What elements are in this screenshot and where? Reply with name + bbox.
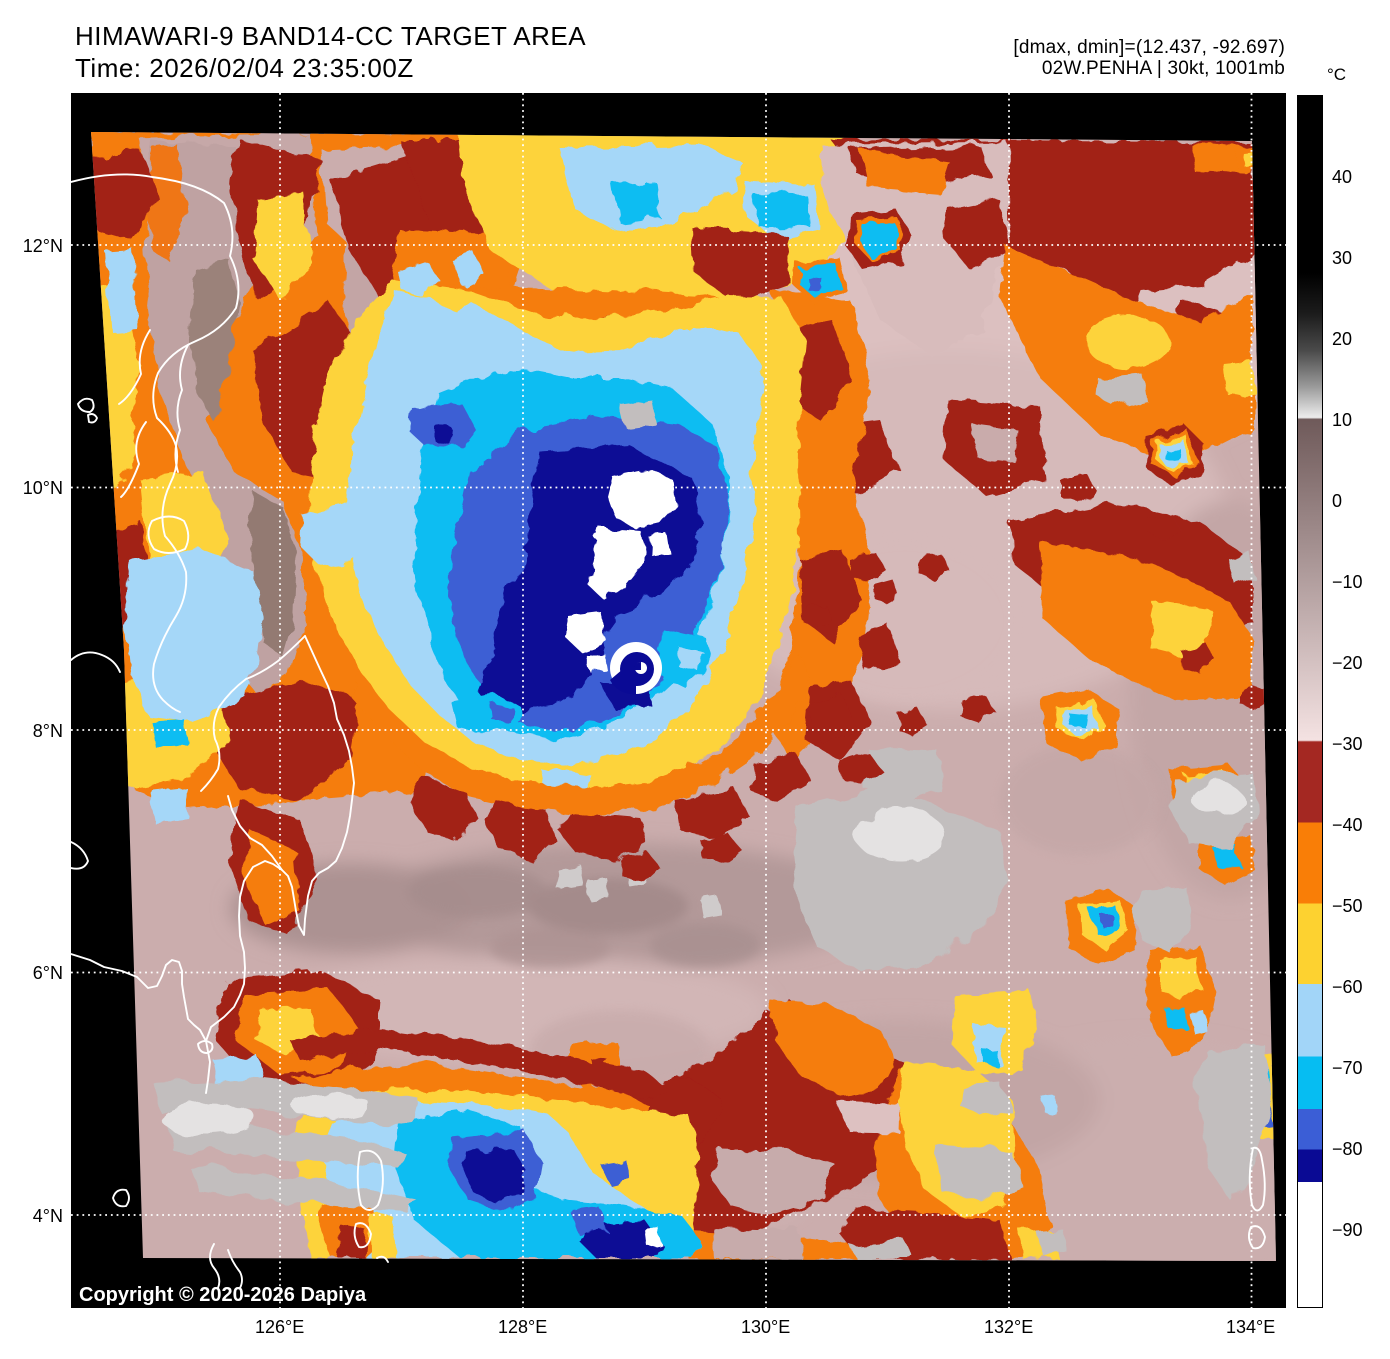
svg-text:Copyright © 2020-2026 Dapiya: Copyright © 2020-2026 Dapiya <box>79 1284 367 1306</box>
